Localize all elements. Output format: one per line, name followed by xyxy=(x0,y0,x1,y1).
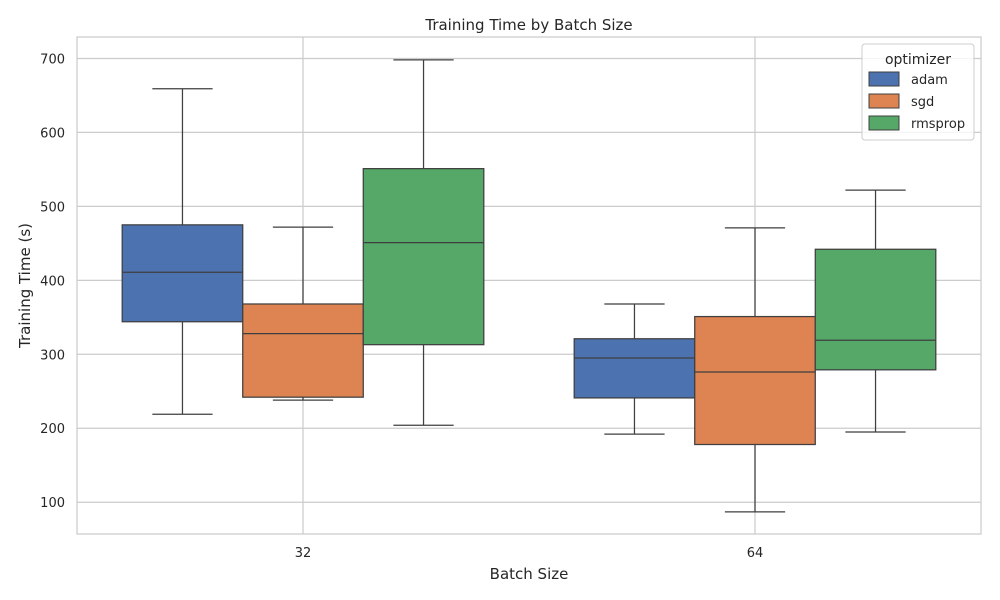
y-tick-label: 500 xyxy=(40,200,65,215)
y-tick-label: 600 xyxy=(40,126,65,141)
box-iqr xyxy=(362,168,485,346)
box-rmsprop-64 xyxy=(814,189,937,433)
boxes xyxy=(121,59,937,513)
box-iqr xyxy=(121,224,244,323)
y-tick-label: 700 xyxy=(40,52,65,67)
chart-title: Training Time by Batch Size xyxy=(424,16,632,34)
legend-swatch-adam xyxy=(868,71,900,87)
y-axis-label: Training Time (s) xyxy=(16,223,34,349)
x-ticks: 32 64 xyxy=(295,546,764,561)
box-iqr xyxy=(242,303,364,398)
x-axis-label: Batch Size xyxy=(490,565,569,583)
y-tick-label: 100 xyxy=(40,496,65,511)
box-iqr xyxy=(814,248,937,371)
y-tick-label: 300 xyxy=(40,348,65,363)
legend-items: adam sgd rmsprop xyxy=(868,71,965,132)
box-iqr xyxy=(573,338,696,399)
legend-title: optimizer xyxy=(885,52,951,68)
box-iqr xyxy=(694,315,816,446)
box-adam-32 xyxy=(121,88,244,415)
x-tick-label: 64 xyxy=(747,546,764,561)
legend-swatch-rmsprop xyxy=(868,115,900,131)
legend: optimizer adam sgd rmsprop xyxy=(861,43,975,141)
plot-frame xyxy=(76,36,982,535)
legend-label-rmsprop: rmsprop xyxy=(911,117,965,132)
y-ticks: 100 200 300 400 500 600 700 xyxy=(40,52,65,511)
legend-label-sgd: sgd xyxy=(911,95,934,110)
legend-swatch-sgd xyxy=(868,93,900,109)
box-rmsprop-32 xyxy=(362,59,485,426)
y-tick-label: 400 xyxy=(40,274,65,289)
x-tick-label: 32 xyxy=(295,546,312,561)
legend-label-adam: adam xyxy=(911,73,948,88)
box-sgd-64 xyxy=(694,227,816,513)
box-sgd-32 xyxy=(242,226,364,401)
y-tick-label: 200 xyxy=(40,422,65,437)
